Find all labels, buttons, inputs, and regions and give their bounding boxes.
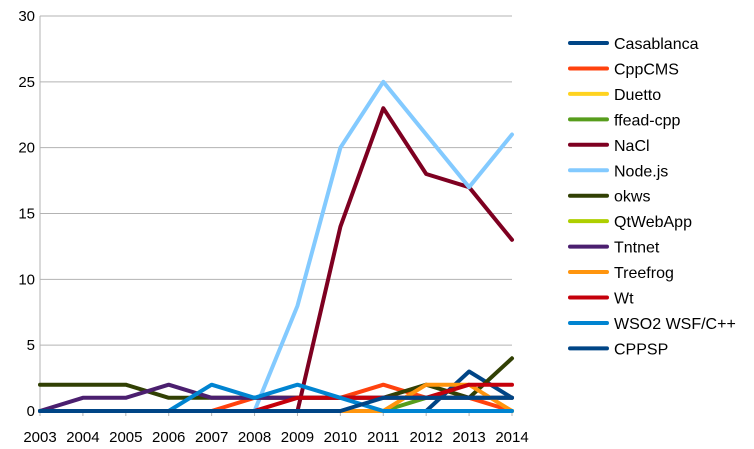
x-tick-label: 2011 <box>367 429 399 446</box>
gridlines <box>40 15 512 412</box>
legend-entry: Wt <box>568 291 634 308</box>
legend: Casablanca CppCMS Duetto ffead-cpp NaCl Node.… <box>568 36 736 358</box>
legend-entry: Tntnet <box>568 240 660 257</box>
y-tick-label: 10 <box>18 271 35 288</box>
y-tick-label: 0 <box>27 403 35 420</box>
y-tick-label: 30 <box>18 8 35 25</box>
series-line-node-js <box>38 79 514 413</box>
legend-label: CppCMS <box>614 61 679 78</box>
x-tick-label: 2005 <box>109 429 142 446</box>
series-line-cppsp <box>38 395 514 413</box>
x-tick-label: 2008 <box>238 429 271 446</box>
y-tick-label: 15 <box>18 206 35 223</box>
legend-label: NaCl <box>614 138 650 155</box>
legend-entry: Node.js <box>568 163 668 180</box>
legend-entry: okws <box>568 189 650 206</box>
series-lines <box>38 79 514 413</box>
legend-label: Node.js <box>614 163 668 180</box>
x-tick-label: 2013 <box>452 429 485 446</box>
x-tick-label: 2014 <box>495 429 528 446</box>
legend-label: Duetto <box>614 87 661 104</box>
legend-label: QtWebApp <box>614 214 692 231</box>
x-tick-label: 2010 <box>324 429 357 446</box>
legend-label: okws <box>614 189 650 206</box>
legend-label: ffead-cpp <box>614 112 681 129</box>
legend-label: CPPSP <box>614 341 668 358</box>
legend-entry: NaCl <box>568 138 650 155</box>
y-tick-label: 20 <box>18 140 35 157</box>
legend-entry: CPPSP <box>568 341 668 358</box>
axes: 0 5 10 15 20 25 30 2003 2004 2005 2006 2007 2008 2009… <box>18 8 528 446</box>
legend-entry: Treefrog <box>568 265 674 282</box>
legend-entry: Duetto <box>568 87 661 104</box>
y-tick-label: 25 <box>18 74 35 91</box>
legend-label: WSO2 WSF/C++ <box>614 316 736 333</box>
x-tick-label: 2006 <box>152 429 185 446</box>
legend-label: Tntnet <box>614 240 660 257</box>
legend-entry: QtWebApp <box>568 214 692 231</box>
x-tick-label: 2009 <box>281 429 314 446</box>
x-tick-label: 2012 <box>409 429 442 446</box>
legend-label: Wt <box>614 291 634 308</box>
legend-entry: WSO2 WSF/C++ <box>568 316 736 333</box>
legend-entry: CppCMS <box>568 61 679 78</box>
y-tick-label: 5 <box>27 337 35 354</box>
x-tick-label: 2004 <box>66 429 99 446</box>
legend-label: Treefrog <box>614 265 674 282</box>
legend-entry: Casablanca <box>568 36 699 53</box>
x-tick-label: 2003 <box>23 429 56 446</box>
legend-label: Casablanca <box>614 36 699 53</box>
x-tick-label: 2007 <box>195 429 228 446</box>
legend-entry: ffead-cpp <box>568 112 681 129</box>
